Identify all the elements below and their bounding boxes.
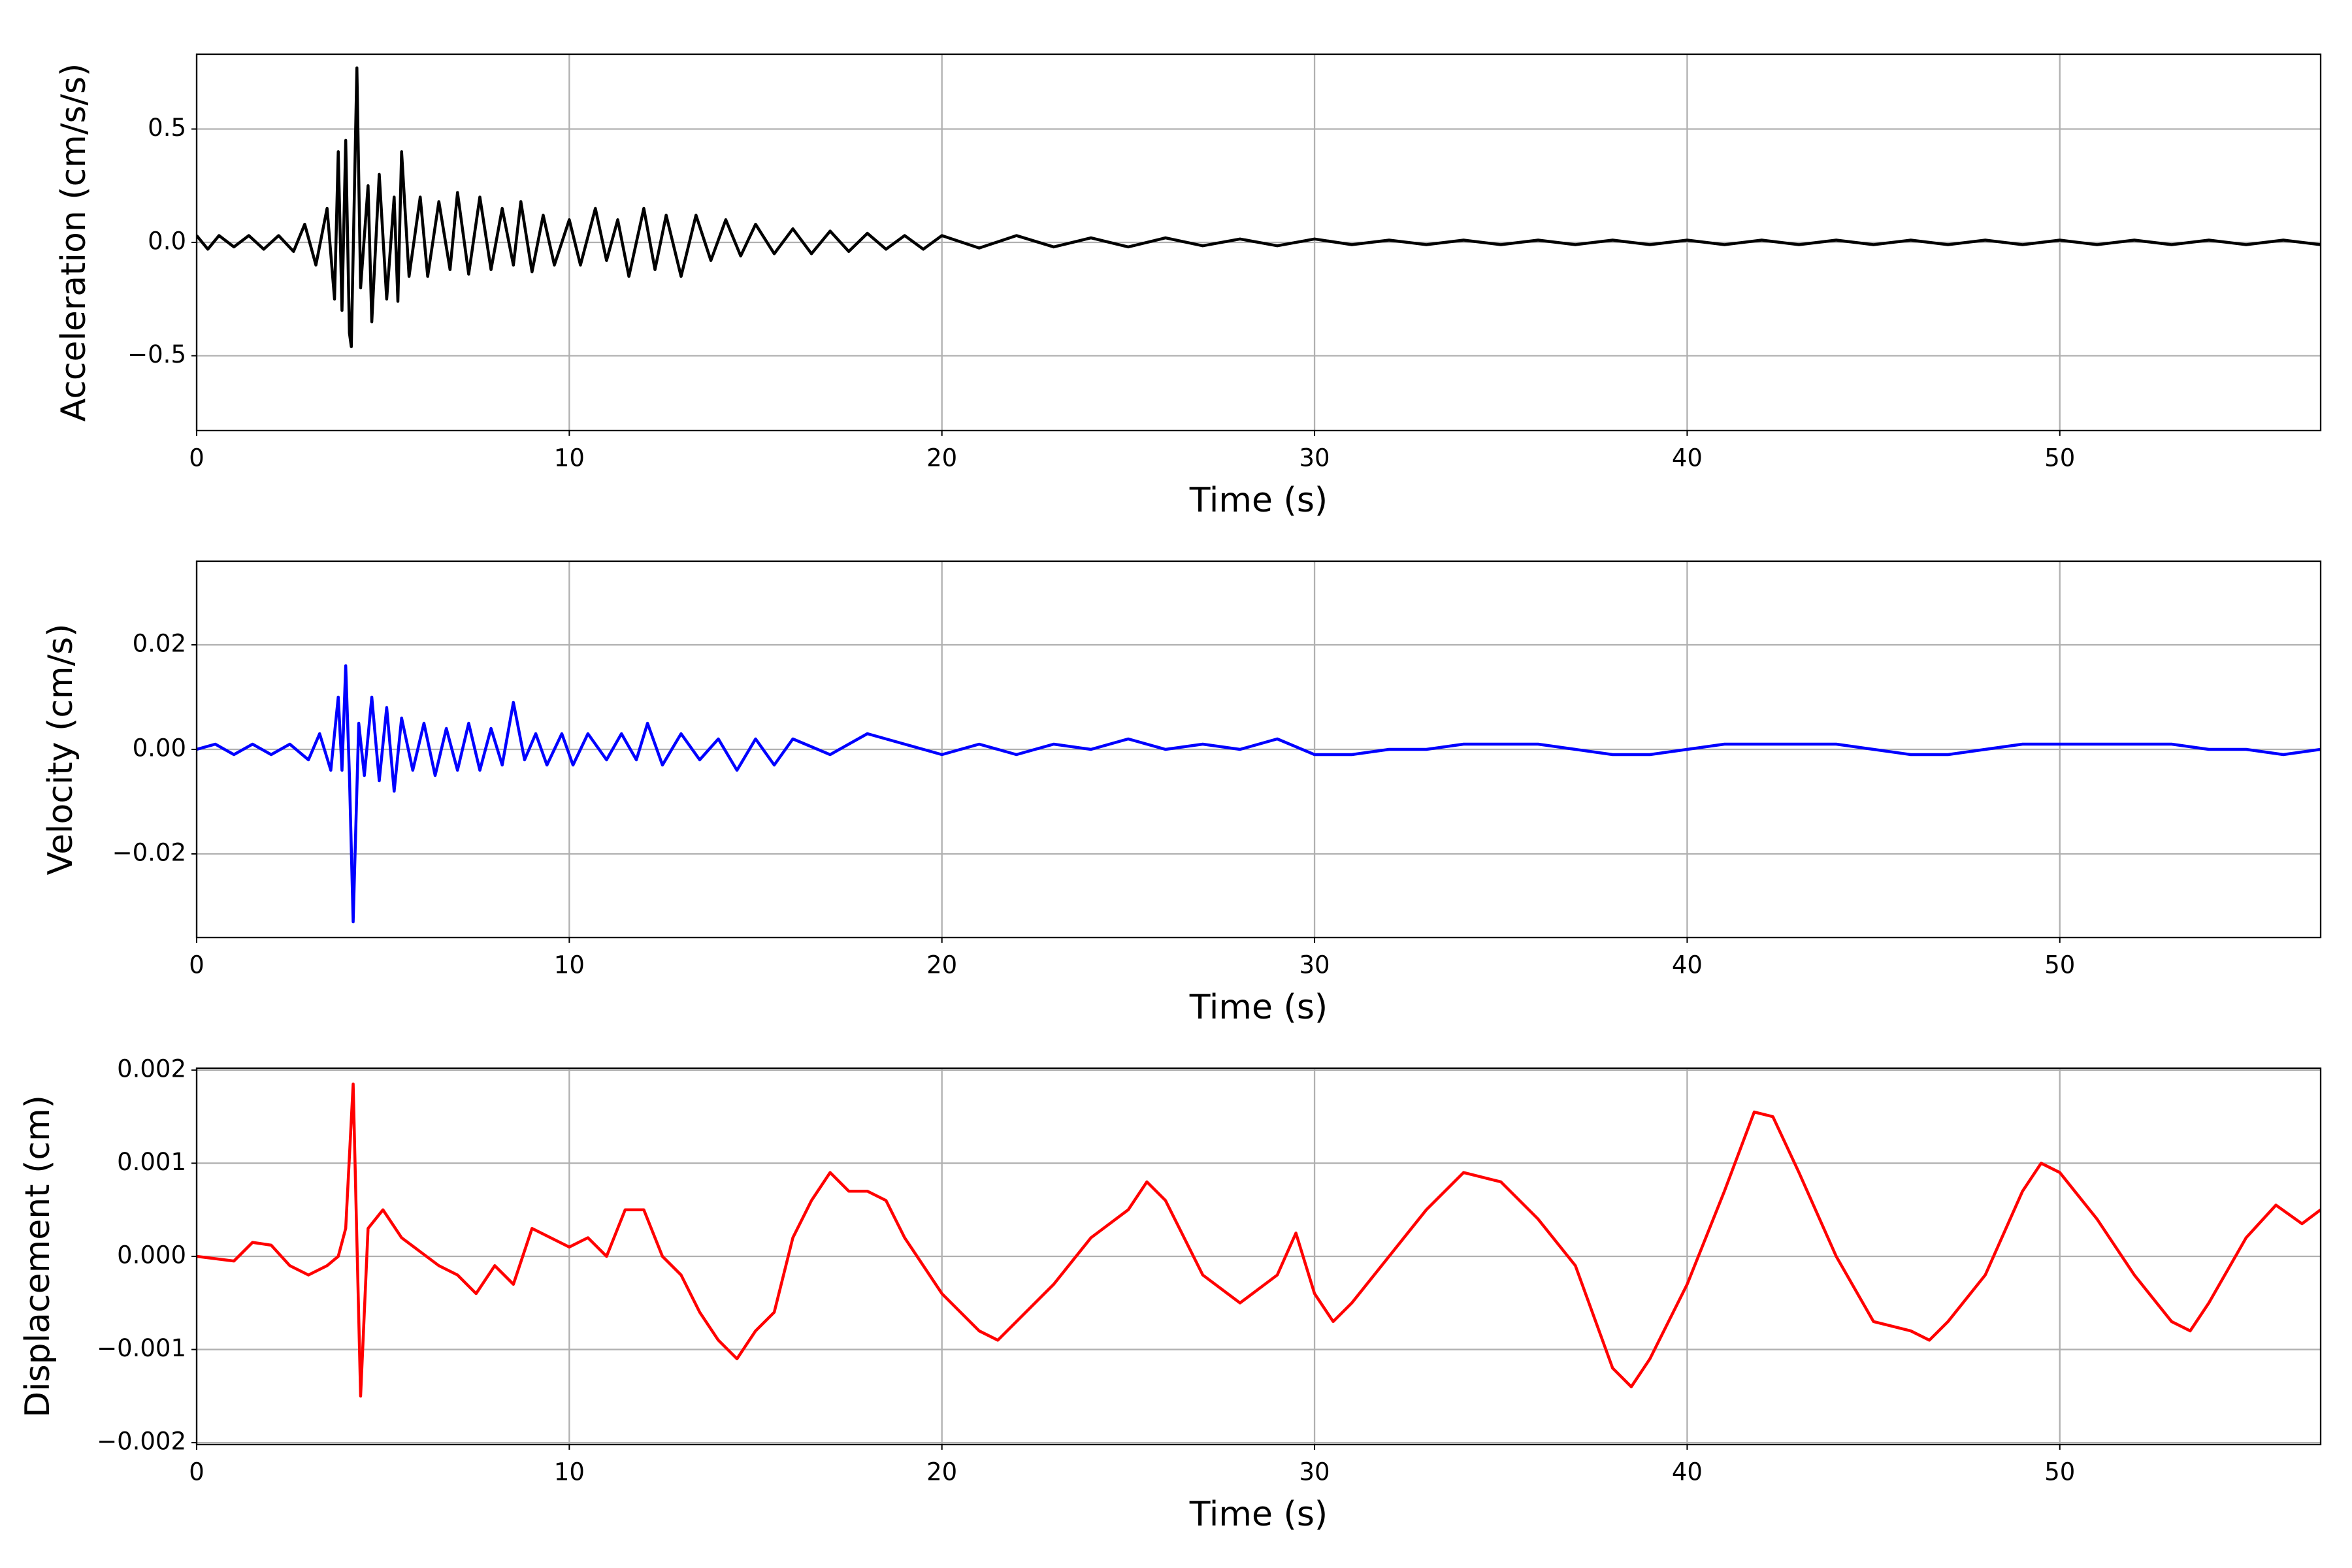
x-tick-label: 30 <box>1299 1458 1330 1486</box>
x-tick-label: 40 <box>1672 444 1703 472</box>
x-axis-label: Time (s) <box>1189 481 1328 520</box>
x-tick-label: 10 <box>554 951 585 979</box>
x-tick-label: 0 <box>189 951 204 979</box>
x-tick-label: 10 <box>554 1458 585 1486</box>
panel: 0 10 20 30 40 50 −0.5 0.0 0.5 Time (s) Acceleratio… <box>54 53 2322 520</box>
y-tick-label: −0.001 <box>97 1334 186 1362</box>
y-tick-label: 0.002 <box>117 1054 186 1083</box>
data-line <box>197 66 2321 348</box>
x-tick-label: 50 <box>2044 1458 2075 1486</box>
x-tick-label: 50 <box>2044 951 2075 979</box>
x-tick-label: 20 <box>926 1458 957 1486</box>
data-line <box>197 1082 2321 1398</box>
x-tick-label: 10 <box>554 444 585 472</box>
y-tick-label: 0.001 <box>117 1148 186 1176</box>
axes-frame <box>195 53 2322 432</box>
y-tick-label: 0.5 <box>148 114 186 142</box>
panel: 0 10 20 30 40 50 −0.002 −0.001 0.000 0.001 0.002 Ti… <box>18 1054 2322 1534</box>
axes-frame <box>195 560 2322 939</box>
y-axis-label: Acceleration (cm/s/s) <box>54 63 93 422</box>
x-tick-label: 30 <box>1299 444 1330 472</box>
x-tick-label: 20 <box>926 951 957 979</box>
x-axis-label: Time (s) <box>1189 1495 1328 1534</box>
axes-frame <box>195 1067 2322 1446</box>
x-tick-label: 50 <box>2044 444 2075 472</box>
x-tick-label: 30 <box>1299 951 1330 979</box>
y-tick-label: 0.00 <box>133 734 186 762</box>
y-tick-label: −0.002 <box>97 1428 186 1456</box>
panel: 0 10 20 30 40 50 −0.02 0.00 0.02 Time (s) Velocity… <box>41 560 2322 1027</box>
y-tick-label: 0.000 <box>117 1241 186 1269</box>
x-tick-label: 20 <box>926 444 957 472</box>
y-tick-label: −0.02 <box>112 839 186 867</box>
plot-area <box>197 66 2321 348</box>
y-axis-label: Velocity (cm/s) <box>41 624 80 875</box>
x-tick-label: 40 <box>1672 951 1703 979</box>
x-axis-label: Time (s) <box>1189 988 1328 1027</box>
y-tick-label: 0.02 <box>133 630 186 658</box>
plot-area <box>197 1082 2321 1398</box>
y-tick-label: −0.5 <box>127 340 186 368</box>
plot-area <box>197 664 2321 924</box>
x-tick-label: 40 <box>1672 1458 1703 1486</box>
x-tick-label: 0 <box>189 444 204 472</box>
x-tick-label: 0 <box>189 1458 204 1486</box>
data-line <box>197 664 2321 924</box>
y-tick-label: 0.0 <box>148 227 186 255</box>
y-axis-label: Displacement (cm) <box>18 1095 57 1418</box>
